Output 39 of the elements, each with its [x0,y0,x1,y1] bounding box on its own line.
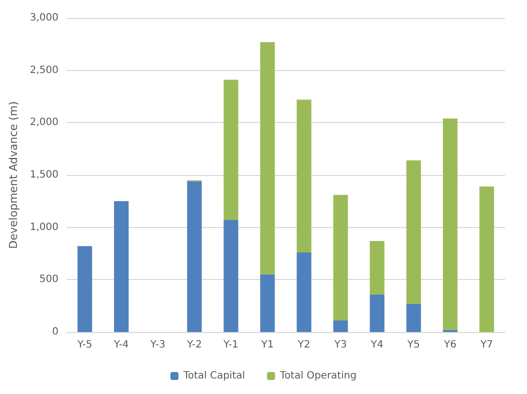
y-tick-label: 1,000 [30,222,59,233]
x-tick-label: Y3 [333,340,347,350]
x-tick-label: Y-4 [112,340,129,350]
x-tick-label: Y-5 [76,340,92,350]
bar [296,100,312,252]
x-tick-label: Y-3 [149,340,166,350]
x-tick-label: Y7 [479,340,493,350]
bar [442,118,458,330]
y-tick-label: 0 [52,326,59,338]
y-axis-title: Development Advance (m) [7,101,20,249]
bar [333,320,348,332]
bar [77,246,92,332]
bar [406,304,421,332]
bar [333,194,348,320]
legend-label: Total Operating [279,370,357,382]
bar [370,240,384,294]
x-tick-label: Y4 [370,340,384,350]
bar [260,274,275,332]
bar [224,220,238,332]
bar [479,186,494,332]
x-tick-label: Y2 [296,340,310,350]
y-tick-label: 2,000 [30,117,59,128]
bar [296,252,312,332]
legend-label: Total Capital [182,370,246,382]
y-tick-label: 500 [39,274,59,286]
bar [406,160,421,304]
bar [114,201,129,332]
y-tick-label: 3,000 [30,12,59,24]
bar [370,294,384,332]
x-tick-label: Y6 [442,340,456,350]
x-tick-label: Y5 [406,340,420,350]
x-tick-label: Y1 [260,340,274,350]
bar [187,181,202,332]
y-tick-label: 1,500 [30,170,59,180]
y-tick-label: 2,500 [30,64,59,76]
bar [224,80,238,220]
x-tick-label: Y-1 [222,340,238,350]
x-tick-label: Y-2 [186,340,202,350]
bar [260,42,275,274]
